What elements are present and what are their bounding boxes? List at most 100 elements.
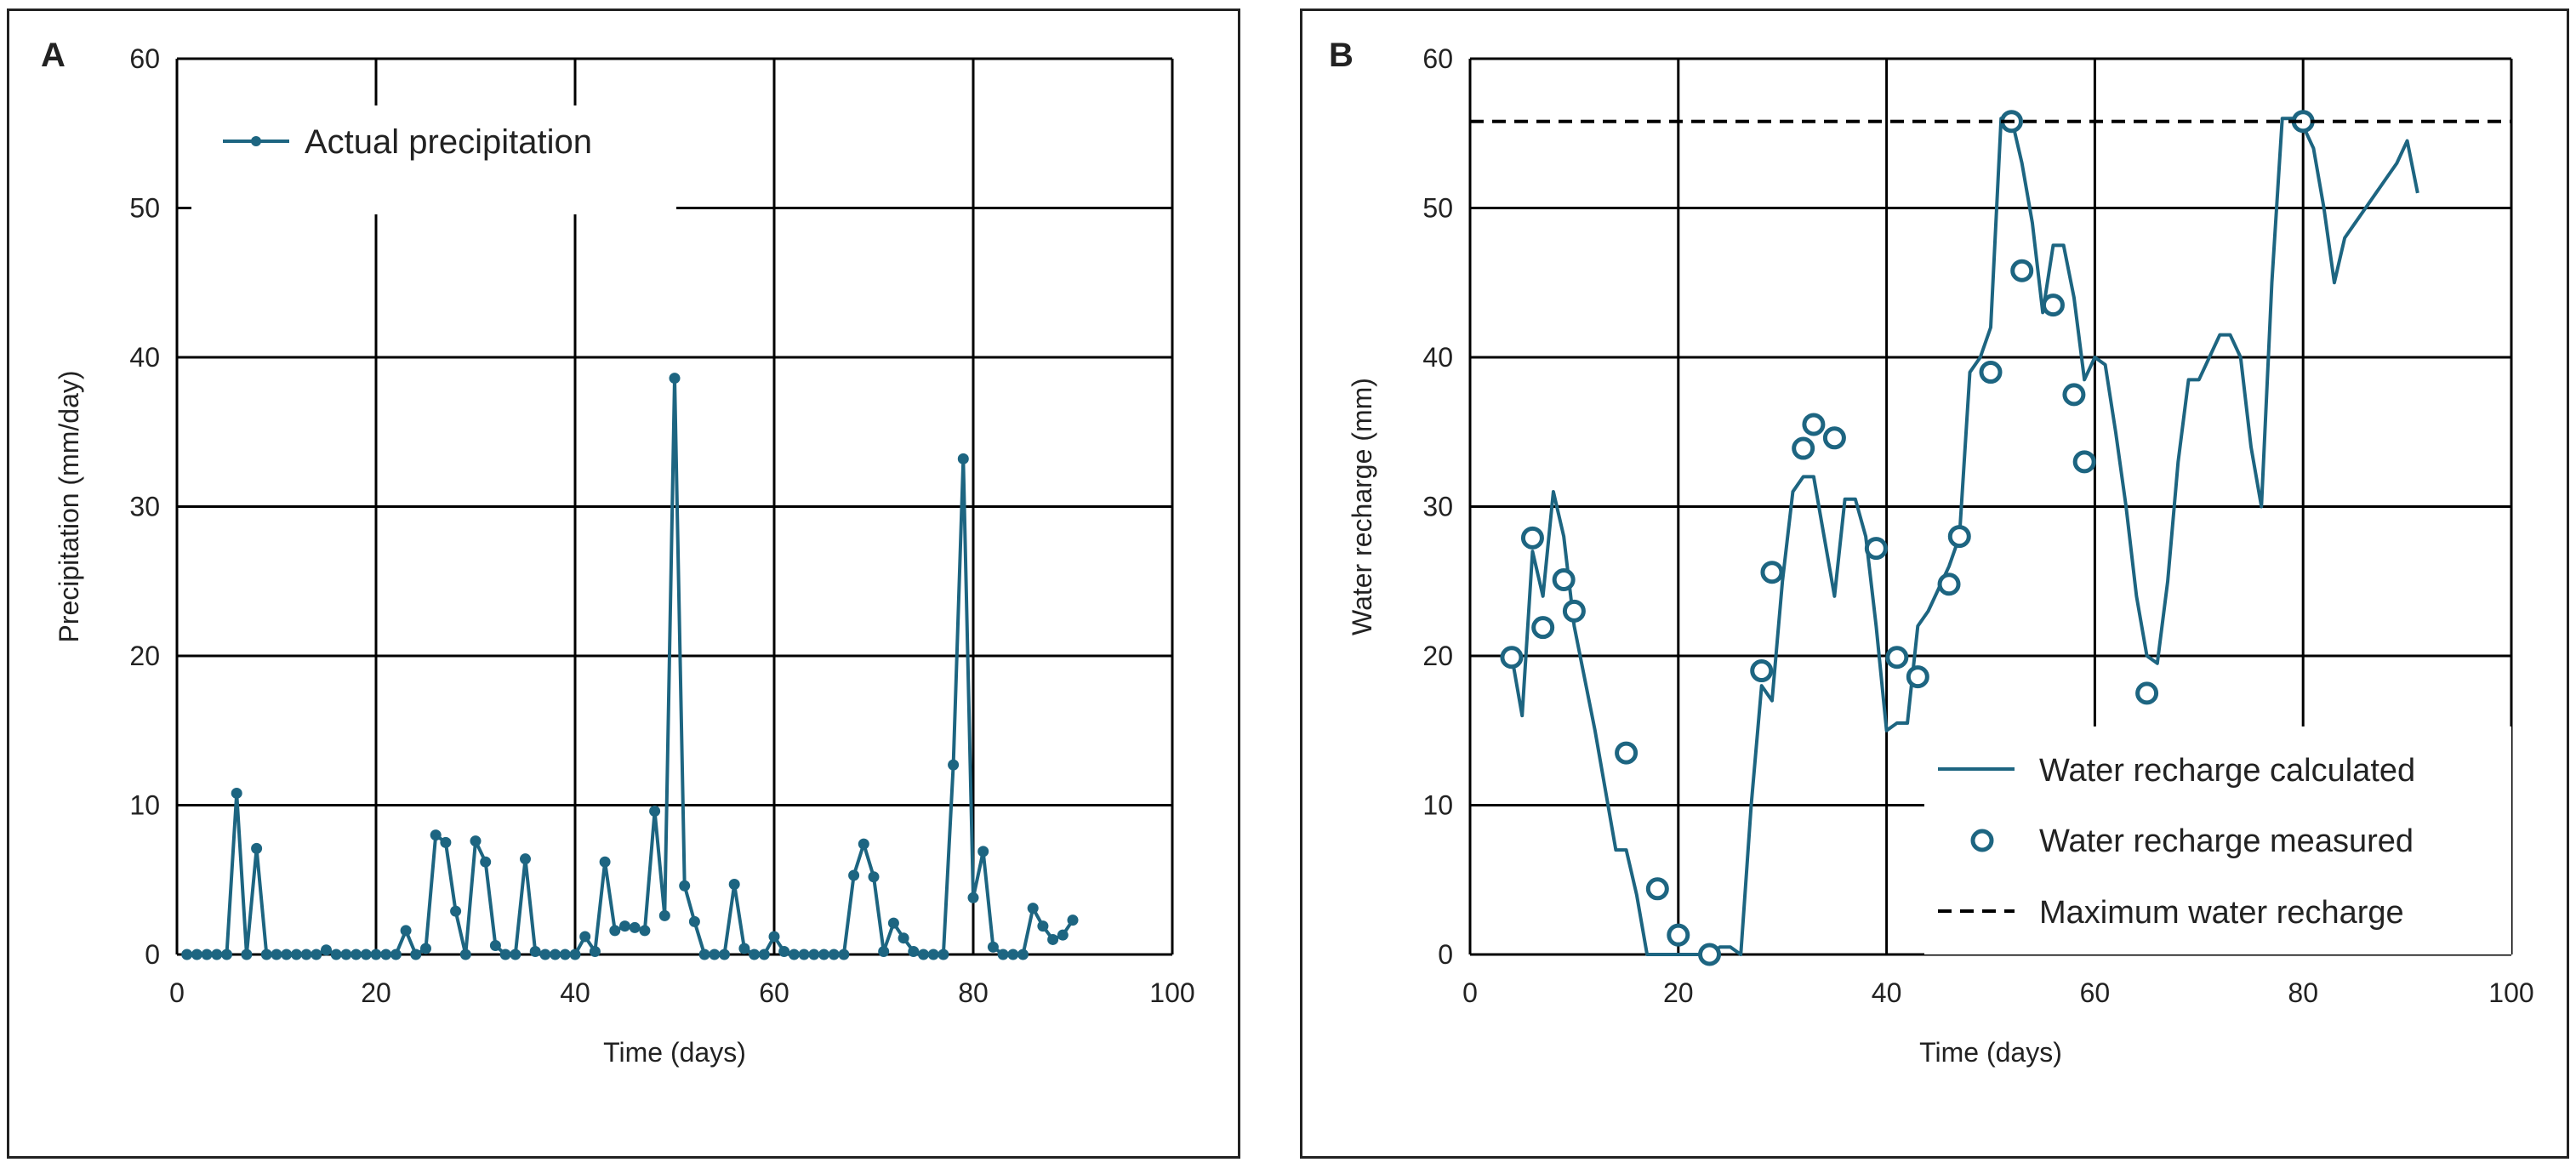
actual-precipitation-point (698, 949, 710, 960)
actual-precipitation-point (688, 915, 700, 927)
actual-precipitation-point (798, 949, 810, 960)
water-recharge-measured-point (2135, 681, 2159, 705)
y-tick-label-20: 20 (1422, 641, 1453, 671)
actual-precipitation-point (997, 949, 1009, 960)
actual-precipitation-line (186, 376, 1074, 956)
actual-precipitation-point (499, 949, 511, 960)
actual-precipitation-point (321, 944, 332, 956)
actual-precipitation-point (629, 921, 641, 933)
actual-precipitation-point (639, 925, 651, 937)
water-recharge-measured-point (1531, 616, 1555, 640)
panel-a-y-axis-label: Precipitation (mm/day) (54, 370, 84, 642)
actual-precipitation-point (181, 949, 193, 960)
actual-precipitation-point (749, 949, 761, 960)
actual-precipitation-point (768, 931, 780, 943)
actual-precipitation-point (440, 836, 452, 848)
x-tick-label-40: 40 (1872, 977, 1902, 1008)
actual-precipitation-point (510, 949, 521, 960)
y-tick-label-0: 0 (145, 939, 160, 970)
panel-a-legend: Actual precipitation (191, 105, 676, 214)
water-recharge-measured-point (1822, 426, 1846, 450)
x-tick-label-0: 0 (1462, 977, 1478, 1008)
actual-precipitation-point (938, 949, 949, 960)
actual-precipitation-point (271, 949, 282, 960)
actual-precipitation-point (918, 949, 929, 960)
water-recharge-measured-point (1802, 413, 1826, 436)
actual-precipitation-point (868, 871, 880, 883)
panel-b-legend: Water recharge calculated Water recharge… (1924, 726, 2511, 954)
actual-precipitation-point (290, 949, 302, 960)
water-recharge-measured-point (1698, 943, 1722, 966)
actual-precipitation-point (957, 453, 969, 464)
actual-precipitation-point (539, 949, 551, 960)
actual-precipitation-point (609, 925, 621, 937)
water-recharge-calculated-line (1509, 117, 2419, 956)
actual-precipitation-point (350, 949, 362, 960)
actual-precipitation-point (619, 920, 630, 932)
panel-a-legend-dot-swatch (251, 136, 261, 146)
water-recharge-measured-point (2072, 450, 2096, 474)
y-tick-label-40: 40 (1422, 342, 1453, 373)
water-recharge-measured-point (1760, 561, 1784, 584)
actual-precipitation-point (311, 949, 322, 960)
actual-precipitation-point (430, 829, 442, 841)
y-tick-label-30: 30 (1422, 492, 1453, 522)
actual-precipitation-point (281, 949, 293, 960)
actual-precipitation-point (231, 787, 242, 799)
panel-b-legend-background (1924, 726, 2511, 954)
y-tick-label-10: 10 (129, 790, 160, 821)
panel-a-x-axis-label: Time (days) (603, 1037, 746, 1068)
actual-precipitation-point (569, 949, 581, 960)
actual-precipitation-point (788, 949, 800, 960)
y-tick-label-0: 0 (1438, 939, 1453, 970)
panel-b-y-axis-label: Water recharge (mm) (1347, 378, 1377, 635)
actual-precipitation-point (679, 880, 691, 892)
water-recharge-measured-point (1937, 573, 1961, 596)
actual-precipitation-point (450, 905, 462, 917)
actual-precipitation-point (520, 853, 531, 865)
legend-actual-precipitation: Actual precipitation (305, 123, 592, 161)
water-recharge-measured-point (1885, 646, 1909, 669)
actual-precipitation-point (390, 949, 402, 960)
actual-precipitation-point (1027, 903, 1039, 914)
actual-precipitation-point (758, 949, 770, 960)
y-tick-label-20: 20 (129, 641, 160, 671)
actual-precipitation-point (649, 806, 661, 818)
x-tick-label-60: 60 (2080, 977, 2111, 1008)
actual-precipitation-point (550, 949, 561, 960)
actual-precipitation-point (579, 931, 591, 943)
water-recharge-measured-point (2010, 259, 2034, 282)
actual-precipitation-point (191, 949, 202, 960)
actual-precipitation-point (211, 949, 223, 960)
actual-precipitation-point (948, 759, 960, 771)
actual-precipitation-point (719, 949, 730, 960)
actual-precipitation-point (1047, 933, 1059, 945)
water-recharge-measured-point (1562, 599, 1586, 623)
actual-precipitation-point (838, 949, 850, 960)
actual-precipitation-point (967, 892, 979, 903)
actual-precipitation-point (987, 941, 999, 953)
actual-precipitation-point (360, 949, 372, 960)
x-tick-label-100: 100 (1149, 977, 1194, 1008)
x-tick-label-60: 60 (759, 977, 789, 1008)
panel-b-series (1470, 110, 2511, 966)
actual-precipitation-point (260, 949, 272, 960)
actual-precipitation-point (848, 869, 860, 881)
actual-precipitation-point (1037, 920, 1049, 932)
actual-precipitation-point (887, 917, 899, 929)
water-recharge-measured-point (1906, 665, 1929, 689)
water-recharge-measured-point (1615, 741, 1638, 765)
actual-precipitation-point (1057, 929, 1069, 941)
water-recharge-measured-point (1792, 436, 1815, 460)
water-recharge-measured-point (2062, 383, 2086, 407)
actual-precipitation-point (669, 373, 681, 385)
water-recharge-measured-point (1500, 646, 1524, 669)
x-tick-label-0: 0 (169, 977, 185, 1008)
actual-precipitation-point (778, 945, 790, 957)
x-tick-label-80: 80 (2288, 977, 2318, 1008)
actual-precipitation-point (330, 949, 342, 960)
actual-precipitation-point (370, 949, 382, 960)
panel-a-tick-labels: 0 10 20 30 40 50 60 0 20 40 60 80 100 (129, 43, 1194, 1008)
panel-b-tick-labels: 0 10 20 30 40 50 60 0 20 40 60 80 100 (1422, 43, 2533, 1008)
y-tick-label-60: 60 (129, 43, 160, 74)
